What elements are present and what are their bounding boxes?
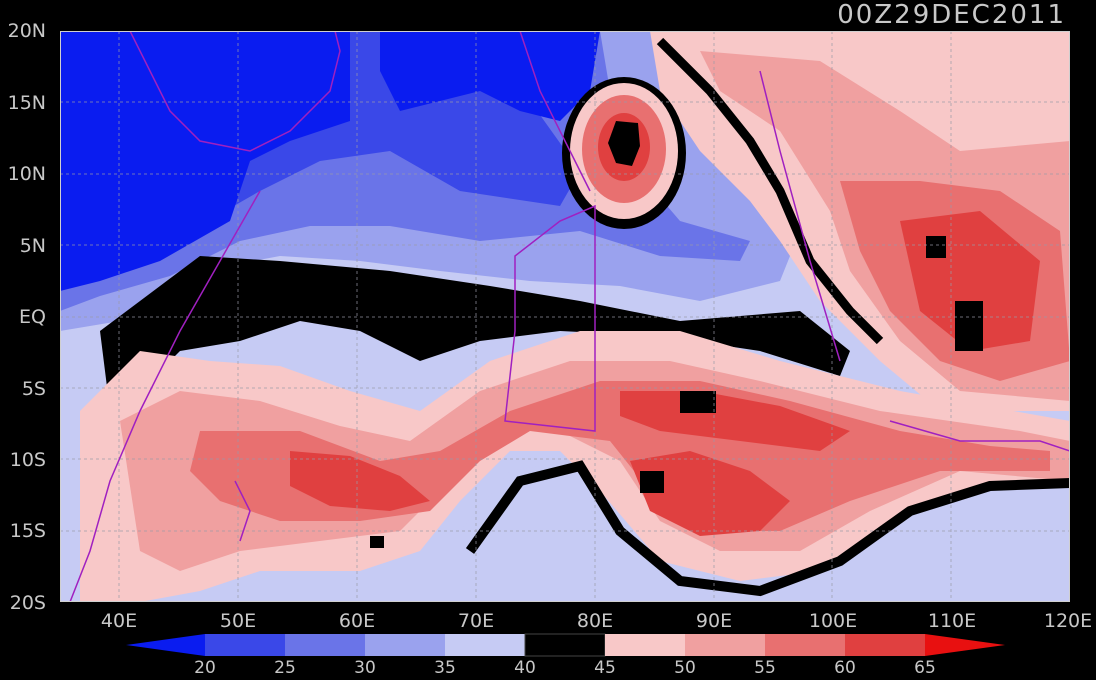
colorbar-swatch-50 xyxy=(605,634,685,656)
lat-label-10s: 10S xyxy=(9,449,46,471)
colorbar-swatch-60 xyxy=(765,634,845,656)
colorbar-label-50: 50 xyxy=(674,658,696,678)
black-outline-northeast xyxy=(656,37,884,345)
lon-label-90e: 90E xyxy=(695,610,733,632)
black-outline-south xyxy=(465,460,1070,597)
lon-label-40e: 40E xyxy=(100,610,138,632)
red-core-south-west xyxy=(290,451,430,511)
blue-region-arabian xyxy=(60,31,350,291)
colorbar-swatch-55 xyxy=(685,634,765,656)
colorbar-arrow-high xyxy=(925,634,1005,656)
colorbar-swatch-65 xyxy=(845,634,925,656)
red-core-south-east xyxy=(630,451,790,536)
black-patch xyxy=(926,236,946,258)
lat-label-10n: 10N xyxy=(7,163,46,185)
blue-region-bay xyxy=(380,31,600,121)
colorbar-arrow-low xyxy=(126,634,205,656)
lat-label-5n: 5N xyxy=(19,235,46,257)
colorbar-label-20: 20 xyxy=(194,658,216,678)
timestamp-label: 00Z29DEC2011 xyxy=(837,0,1066,30)
black-patch xyxy=(370,536,384,548)
blue-region-south-east xyxy=(820,481,1070,602)
lon-label-120e: 120E xyxy=(1043,610,1093,632)
colorbar-label-25: 25 xyxy=(274,658,296,678)
colorbar-label-55: 55 xyxy=(754,658,776,678)
lat-label-5s: 5S xyxy=(21,378,46,400)
lat-label-eq: EQ xyxy=(19,306,46,328)
cyclone-center xyxy=(608,121,640,166)
map-frame xyxy=(60,31,1070,602)
colorbar-swatch-35 xyxy=(365,634,445,656)
lon-label-70e: 70E xyxy=(457,610,495,632)
colorbar-label-65: 65 xyxy=(914,658,936,678)
colorbar-swatch-40 xyxy=(445,634,525,656)
lat-label-15s: 15S xyxy=(9,520,46,542)
lon-label-80e: 80E xyxy=(576,610,614,632)
black-patch xyxy=(680,391,716,413)
colorbar-label-60: 60 xyxy=(834,658,856,678)
lon-label-50e: 50E xyxy=(219,610,257,632)
colorbar-label-35: 35 xyxy=(434,658,456,678)
lat-label-20s: 20S xyxy=(9,592,46,614)
grid-lines xyxy=(60,31,1070,602)
lon-label-60e: 60E xyxy=(338,610,376,632)
colorbar-label-40: 40 xyxy=(514,658,536,678)
colorbar-label-30: 30 xyxy=(354,658,376,678)
colorbar-label-45: 45 xyxy=(594,658,616,678)
red-core-south-center xyxy=(620,391,850,451)
black-patch xyxy=(955,301,983,351)
lat-label-15n: 15N xyxy=(7,92,46,114)
black-patch xyxy=(640,471,664,493)
colorbar xyxy=(126,633,1005,657)
black-band-equator xyxy=(100,256,850,411)
map-plot xyxy=(60,31,1070,602)
colorbar-swatch-30 xyxy=(285,634,365,656)
lon-label-100e: 100E xyxy=(808,610,858,632)
coastlines xyxy=(69,31,1070,602)
lon-label-110e: 110E xyxy=(927,610,977,632)
colorbar-swatch-45 xyxy=(524,633,606,657)
lat-label-20n: 20N xyxy=(7,20,46,42)
colorbar-swatch-25 xyxy=(205,634,285,656)
